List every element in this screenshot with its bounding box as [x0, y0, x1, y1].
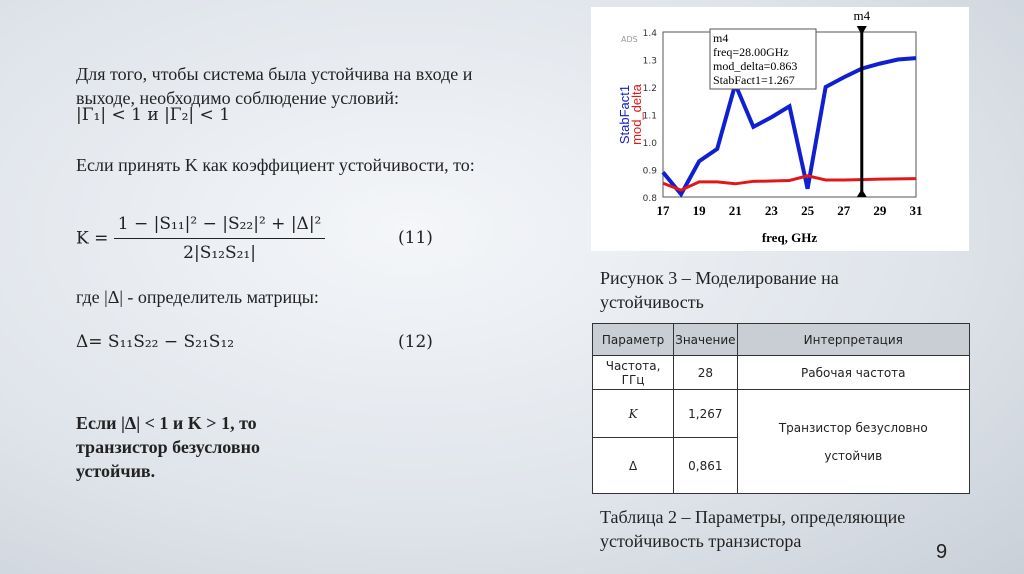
k-denominator: 2|S₁₂S₂₁|	[183, 243, 256, 263]
marker-triangle-bottom	[856, 189, 867, 197]
conclusion: Если |Δ| < 1 и K > 1, то транзистор безу…	[76, 413, 260, 481]
eq-number-12: (12)	[398, 332, 433, 352]
page-number: 9	[936, 541, 948, 563]
y-axis-label: StabFact1	[617, 85, 632, 144]
ads-watermark: ADS	[621, 35, 638, 44]
x-tick-label: 25	[801, 203, 815, 218]
k-numerator: 1 − |S₁₁|² − |S₂₂|² + |Δ|²	[113, 212, 326, 239]
x-axis-label: freq, GHz	[762, 230, 818, 245]
condition-formula: |Γ₁| < 1 и |Γ₂| < 1	[76, 105, 231, 125]
y-tick-label: 1.0	[643, 139, 658, 149]
chart-svg: 0.8 0.9 1.0 1.1 1.2 1.3 1.4 17 19 21 23 25 27 29 31 fre…	[617, 8, 923, 245]
x-tick-label: 21	[729, 203, 742, 218]
x-tick-label: 29	[873, 203, 887, 218]
merged-cell: Транзистор безусловно устойчив	[736, 389, 971, 494]
table-row: K 1,267 Транзистор безусловно устойчив	[591, 389, 971, 494]
k-intro: Если принять K как коэффициент устойчиво…	[76, 155, 475, 175]
cell: 28	[673, 355, 738, 390]
figure-caption: Рисунок 3 – Моделирование на устойчивост…	[600, 268, 839, 312]
cell: 1,267	[673, 389, 738, 438]
k-formula: K = 1 − |S₁₁|² − |S₂₂|² + |Δ|² 2|S₁₂S₂₁|	[76, 212, 326, 265]
cell: Рабочая частота	[736, 355, 971, 390]
intro-text: Для того, чтобы система была устойчива н…	[76, 64, 473, 108]
parameters-table: Параметр Значение Интерпретация Частота, Г…	[591, 323, 971, 494]
series-line-StabFact1	[661, 56, 917, 198]
y-tick-label: 1.1	[643, 112, 657, 122]
marker-readout-line: m4	[713, 31, 728, 45]
eq-number-11: (11)	[398, 228, 433, 248]
marker-triangle-top	[856, 26, 867, 35]
y-axis-label: mod_delta	[629, 83, 644, 144]
table-row: Частота, ГГц 28 Рабочая частота	[591, 355, 971, 390]
marker-readout-box	[709, 28, 817, 90]
stability-chart: 0.8 0.9 1.0 1.1 1.2 1.3 1.4 17 19 21 23 25 27 29 31 fre…	[591, 7, 969, 251]
x-tick-label: 23	[765, 203, 779, 218]
cell: Частота, ГГц	[591, 355, 675, 390]
marker-readout-line: StabFact1=1.267	[713, 73, 795, 87]
cell: 0,861	[673, 437, 738, 494]
k-lhs: K =	[76, 228, 109, 249]
y-tick-label: 1.3	[643, 57, 657, 67]
header-value: Значение	[673, 323, 738, 356]
delta-intro: где |Δ| - определитель матрицы:	[76, 287, 319, 307]
x-tick-label: 31	[910, 203, 923, 218]
series-line-mod_delta	[662, 174, 917, 192]
delta-formula: Δ= S₁₁S₂₂ − S₂₁S₁₂	[76, 332, 235, 352]
table-caption: Таблица 2 – Параметры, определяющие усто…	[600, 507, 906, 551]
header-parameter: Параметр	[591, 323, 675, 356]
marker-readout-line: mod_delta=0.863	[713, 59, 797, 73]
y-tick-label: 1.4	[643, 29, 658, 39]
y-tick-label: 0.9	[643, 167, 658, 177]
header-interpretation: Интерпретация	[736, 323, 971, 356]
marker-label: m4	[853, 8, 870, 23]
x-tick-label: 17	[657, 203, 671, 218]
cell: K	[591, 389, 675, 438]
x-tick-label: 27	[837, 203, 851, 218]
cell: Δ	[591, 437, 675, 494]
table-row: Δ 0,861	[591, 437, 970, 494]
marker-readout-line: freq=28.00GHz	[713, 45, 789, 59]
y-tick-label: 0.8	[643, 194, 658, 204]
x-tick-label: 19	[693, 203, 707, 218]
y-tick-label: 1.2	[643, 84, 657, 94]
